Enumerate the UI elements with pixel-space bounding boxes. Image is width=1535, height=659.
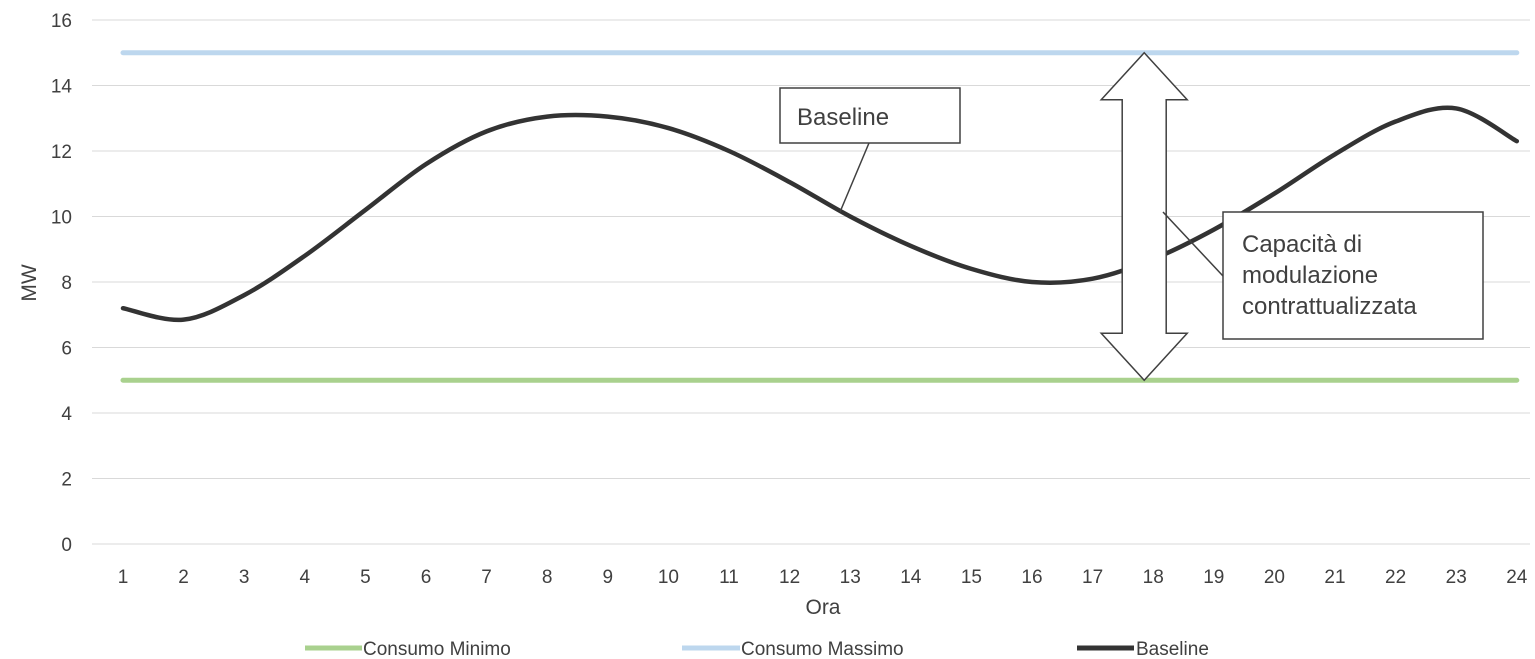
capacity-callout-box <box>1222 211 1484 340</box>
gridlines <box>92 19 1530 545</box>
x-tick-label: 15 <box>961 567 982 588</box>
x-tick-label: 17 <box>1082 567 1103 588</box>
x-tick-label: 9 <box>603 567 614 588</box>
x-tick-label: 14 <box>900 567 922 588</box>
y-tick-label: 0 <box>61 535 72 556</box>
x-tick-label: 3 <box>239 567 250 588</box>
y-tick-label: 12 <box>51 142 72 163</box>
y-axis-ticks: 0 2 4 6 8 10 12 14 16 <box>51 11 73 556</box>
y-tick-label: 6 <box>61 339 72 360</box>
series-lines <box>120 50 1520 383</box>
x-tick-label: 16 <box>1021 567 1042 588</box>
x-axis-title: Ora <box>805 596 840 619</box>
y-tick-label: 8 <box>61 273 72 294</box>
y-tick-label: 2 <box>61 470 72 491</box>
capacity-callout-line-3: contrattualizzata <box>1242 293 1417 320</box>
x-tick-label: 10 <box>658 567 679 588</box>
legend-label-consumo-minimo: Consumo Minimo <box>363 639 511 659</box>
capacity-arrow <box>1099 51 1189 382</box>
x-tick-label: 2 <box>178 567 189 588</box>
x-tick-label: 7 <box>481 567 492 588</box>
x-tick-label: 1 <box>118 567 129 588</box>
baseline-callout-box <box>779 87 961 144</box>
capacity-callout-line-1: Capacità di <box>1242 231 1362 258</box>
baseline-callout-text: Baseline <box>797 104 889 131</box>
x-tick-label: 11 <box>719 567 739 588</box>
y-tick-label: 10 <box>51 208 72 229</box>
x-tick-label: 8 <box>542 567 553 588</box>
x-tick-label: 12 <box>779 567 800 588</box>
baseline-callout-leader <box>839 142 870 213</box>
y-tick-label: 14 <box>51 77 73 98</box>
legend-label-baseline: Baseline <box>1136 639 1209 659</box>
legend: Consumo Minimo Consumo Massimo Baseline <box>305 639 1209 659</box>
x-tick-label: 23 <box>1446 567 1467 588</box>
y-tick-label: 16 <box>51 11 72 32</box>
y-tick-label: 4 <box>61 404 72 425</box>
x-tick-label: 4 <box>300 567 311 588</box>
x-tick-label: 6 <box>421 567 432 588</box>
capacity-callout-line-2: modulazione <box>1242 262 1378 289</box>
x-tick-label: 18 <box>1143 567 1164 588</box>
x-tick-label: 20 <box>1264 567 1285 588</box>
series-line-baseline <box>120 105 1520 323</box>
legend-label-consumo-massimo: Consumo Massimo <box>741 639 904 659</box>
capacity-callout-leader <box>1162 211 1224 277</box>
x-axis-ticks: 1 2 3 4 5 6 7 8 9 10 11 12 13 14 15 16 17 18 19 20 21 22 23 24 <box>118 567 1528 588</box>
x-tick-label: 19 <box>1203 567 1224 588</box>
x-tick-label: 5 <box>360 567 371 588</box>
x-tick-label: 13 <box>840 567 861 588</box>
x-tick-label: 24 <box>1506 567 1528 588</box>
x-tick-label: 22 <box>1385 567 1406 588</box>
x-tick-label: 21 <box>1324 567 1345 588</box>
y-axis-title: MW <box>18 264 41 301</box>
